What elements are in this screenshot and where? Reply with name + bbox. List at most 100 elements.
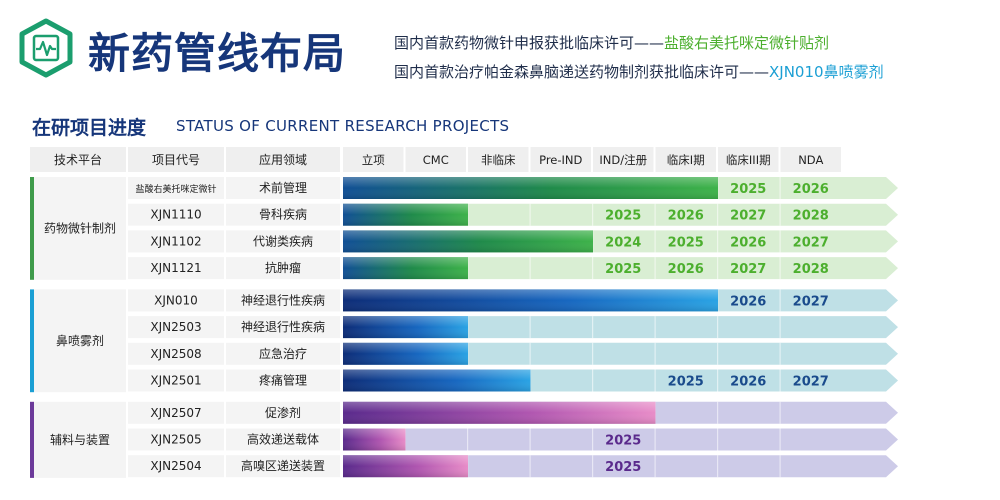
stage-divider xyxy=(529,369,531,392)
project-code: 盐酸右美托咪定微针 xyxy=(135,183,216,195)
stage-divider xyxy=(467,230,469,253)
stage-header: IND/注册 xyxy=(599,153,647,167)
stage-divider xyxy=(717,316,719,339)
section-subtitle: STATUS OF CURRENT RESEARCH PROJECTS xyxy=(176,117,510,135)
stage-divider xyxy=(467,289,469,312)
stage-divider xyxy=(717,203,719,226)
stage-divider xyxy=(467,316,469,339)
stage-divider xyxy=(654,230,656,253)
progress-bar xyxy=(343,177,718,199)
stage-divider xyxy=(592,428,594,451)
application-field-cell xyxy=(226,455,340,478)
progress-bar xyxy=(343,289,718,312)
stage-divider xyxy=(717,289,719,312)
progress-track xyxy=(343,203,898,226)
stage-header-cell-3 xyxy=(530,147,591,172)
column-header: 技术平台 xyxy=(54,152,102,167)
platform-color-bar xyxy=(30,289,34,393)
stage-divider xyxy=(404,230,406,253)
milestone-year: 2024 xyxy=(605,235,641,250)
stage-header: 临床I期 xyxy=(667,153,705,167)
stage-divider xyxy=(592,401,594,424)
headline-1-highlight: 盐酸右美托咪定微针贴剂 xyxy=(664,34,830,52)
headline-2-highlight: XJN010鼻喷雾剂 xyxy=(769,63,884,81)
application-field: 代谢类疾病 xyxy=(253,233,313,248)
milestone-year: 2026 xyxy=(730,375,766,390)
stage-divider xyxy=(404,289,406,312)
progress-bar xyxy=(343,342,468,365)
progress-bar xyxy=(343,230,593,253)
stage-header-cell-5 xyxy=(655,147,716,172)
stage-divider xyxy=(654,369,656,392)
stage-header-cell-4 xyxy=(593,147,654,172)
milestone-year: 2025 xyxy=(668,235,704,250)
stage-divider xyxy=(592,455,594,478)
stage-divider xyxy=(529,203,531,226)
stage-divider xyxy=(779,177,781,199)
stage-divider xyxy=(779,230,781,253)
project-code: XJN2504 xyxy=(150,459,201,473)
project-code-cell xyxy=(128,316,224,339)
progress-bar-shine xyxy=(343,369,531,392)
stage-header: 临床III期 xyxy=(726,153,771,167)
milestone-year: 2026 xyxy=(668,209,704,224)
application-field-cell xyxy=(226,369,340,392)
headline-1-text: 国内首款药物微针申报获批临床许可—— xyxy=(394,34,665,52)
progress-bar xyxy=(343,455,468,478)
project-code-cell xyxy=(128,230,224,253)
column-header: 项目代号 xyxy=(152,153,200,167)
stage-divider xyxy=(592,369,594,392)
stage-divider xyxy=(404,342,406,365)
column-header: 应用领域 xyxy=(259,152,307,167)
application-field-cell xyxy=(226,230,340,253)
progress-bar xyxy=(343,428,406,451)
project-code: XJN2501 xyxy=(150,374,201,388)
platform-cell xyxy=(34,289,126,393)
headline-2-text: 国内首款治疗帕金森鼻脑递送药物制剂获批临床许可—— xyxy=(394,63,770,81)
project-code-cell xyxy=(128,203,224,226)
stage-divider xyxy=(717,401,719,424)
milestone-year: 2025 xyxy=(730,182,766,197)
section-title: 在研项目进度 xyxy=(32,117,147,139)
progress-bar xyxy=(343,369,531,392)
project-code-cell xyxy=(128,342,224,365)
milestone-year: 2028 xyxy=(793,209,829,224)
stage-header-cell-6 xyxy=(718,147,779,172)
stage-divider xyxy=(654,342,656,365)
stage-divider xyxy=(717,230,719,253)
stage-divider xyxy=(404,428,406,451)
stage-divider xyxy=(779,289,781,312)
progress-bar-shine xyxy=(343,289,718,312)
stage-header: CMC xyxy=(423,153,449,167)
milestone-year: 2027 xyxy=(793,294,829,309)
progress-track xyxy=(343,257,898,280)
stage-divider xyxy=(717,369,719,392)
stage-divider xyxy=(779,257,781,280)
stage-divider xyxy=(592,203,594,226)
project-code: XJN2508 xyxy=(150,347,201,361)
stage-divider xyxy=(529,342,531,365)
stage-divider xyxy=(404,455,406,478)
application-field: 抗肿瘤 xyxy=(265,260,301,275)
header-cell-1 xyxy=(128,147,224,172)
milestone-year: 2026 xyxy=(793,182,829,197)
progress-track xyxy=(343,401,898,424)
application-field-cell xyxy=(226,289,340,312)
project-code-cell xyxy=(128,257,224,280)
project-code-cell xyxy=(128,401,224,424)
stage-divider xyxy=(467,428,469,451)
application-field: 神经退行性疾病 xyxy=(241,319,325,334)
platform-color-bar xyxy=(30,401,34,478)
platform-label: 辅料与装置 xyxy=(50,433,110,447)
stage-divider xyxy=(529,257,531,280)
stage-divider xyxy=(404,316,406,339)
stage-divider xyxy=(529,177,531,199)
milestone-year: 2026 xyxy=(730,294,766,309)
stage-divider xyxy=(404,257,406,280)
stage-divider xyxy=(717,455,719,478)
project-code: XJN1121 xyxy=(150,261,201,275)
project-code-cell xyxy=(128,369,224,392)
stage-divider xyxy=(717,342,719,365)
stage-divider xyxy=(467,257,469,280)
stage-divider xyxy=(529,230,531,253)
